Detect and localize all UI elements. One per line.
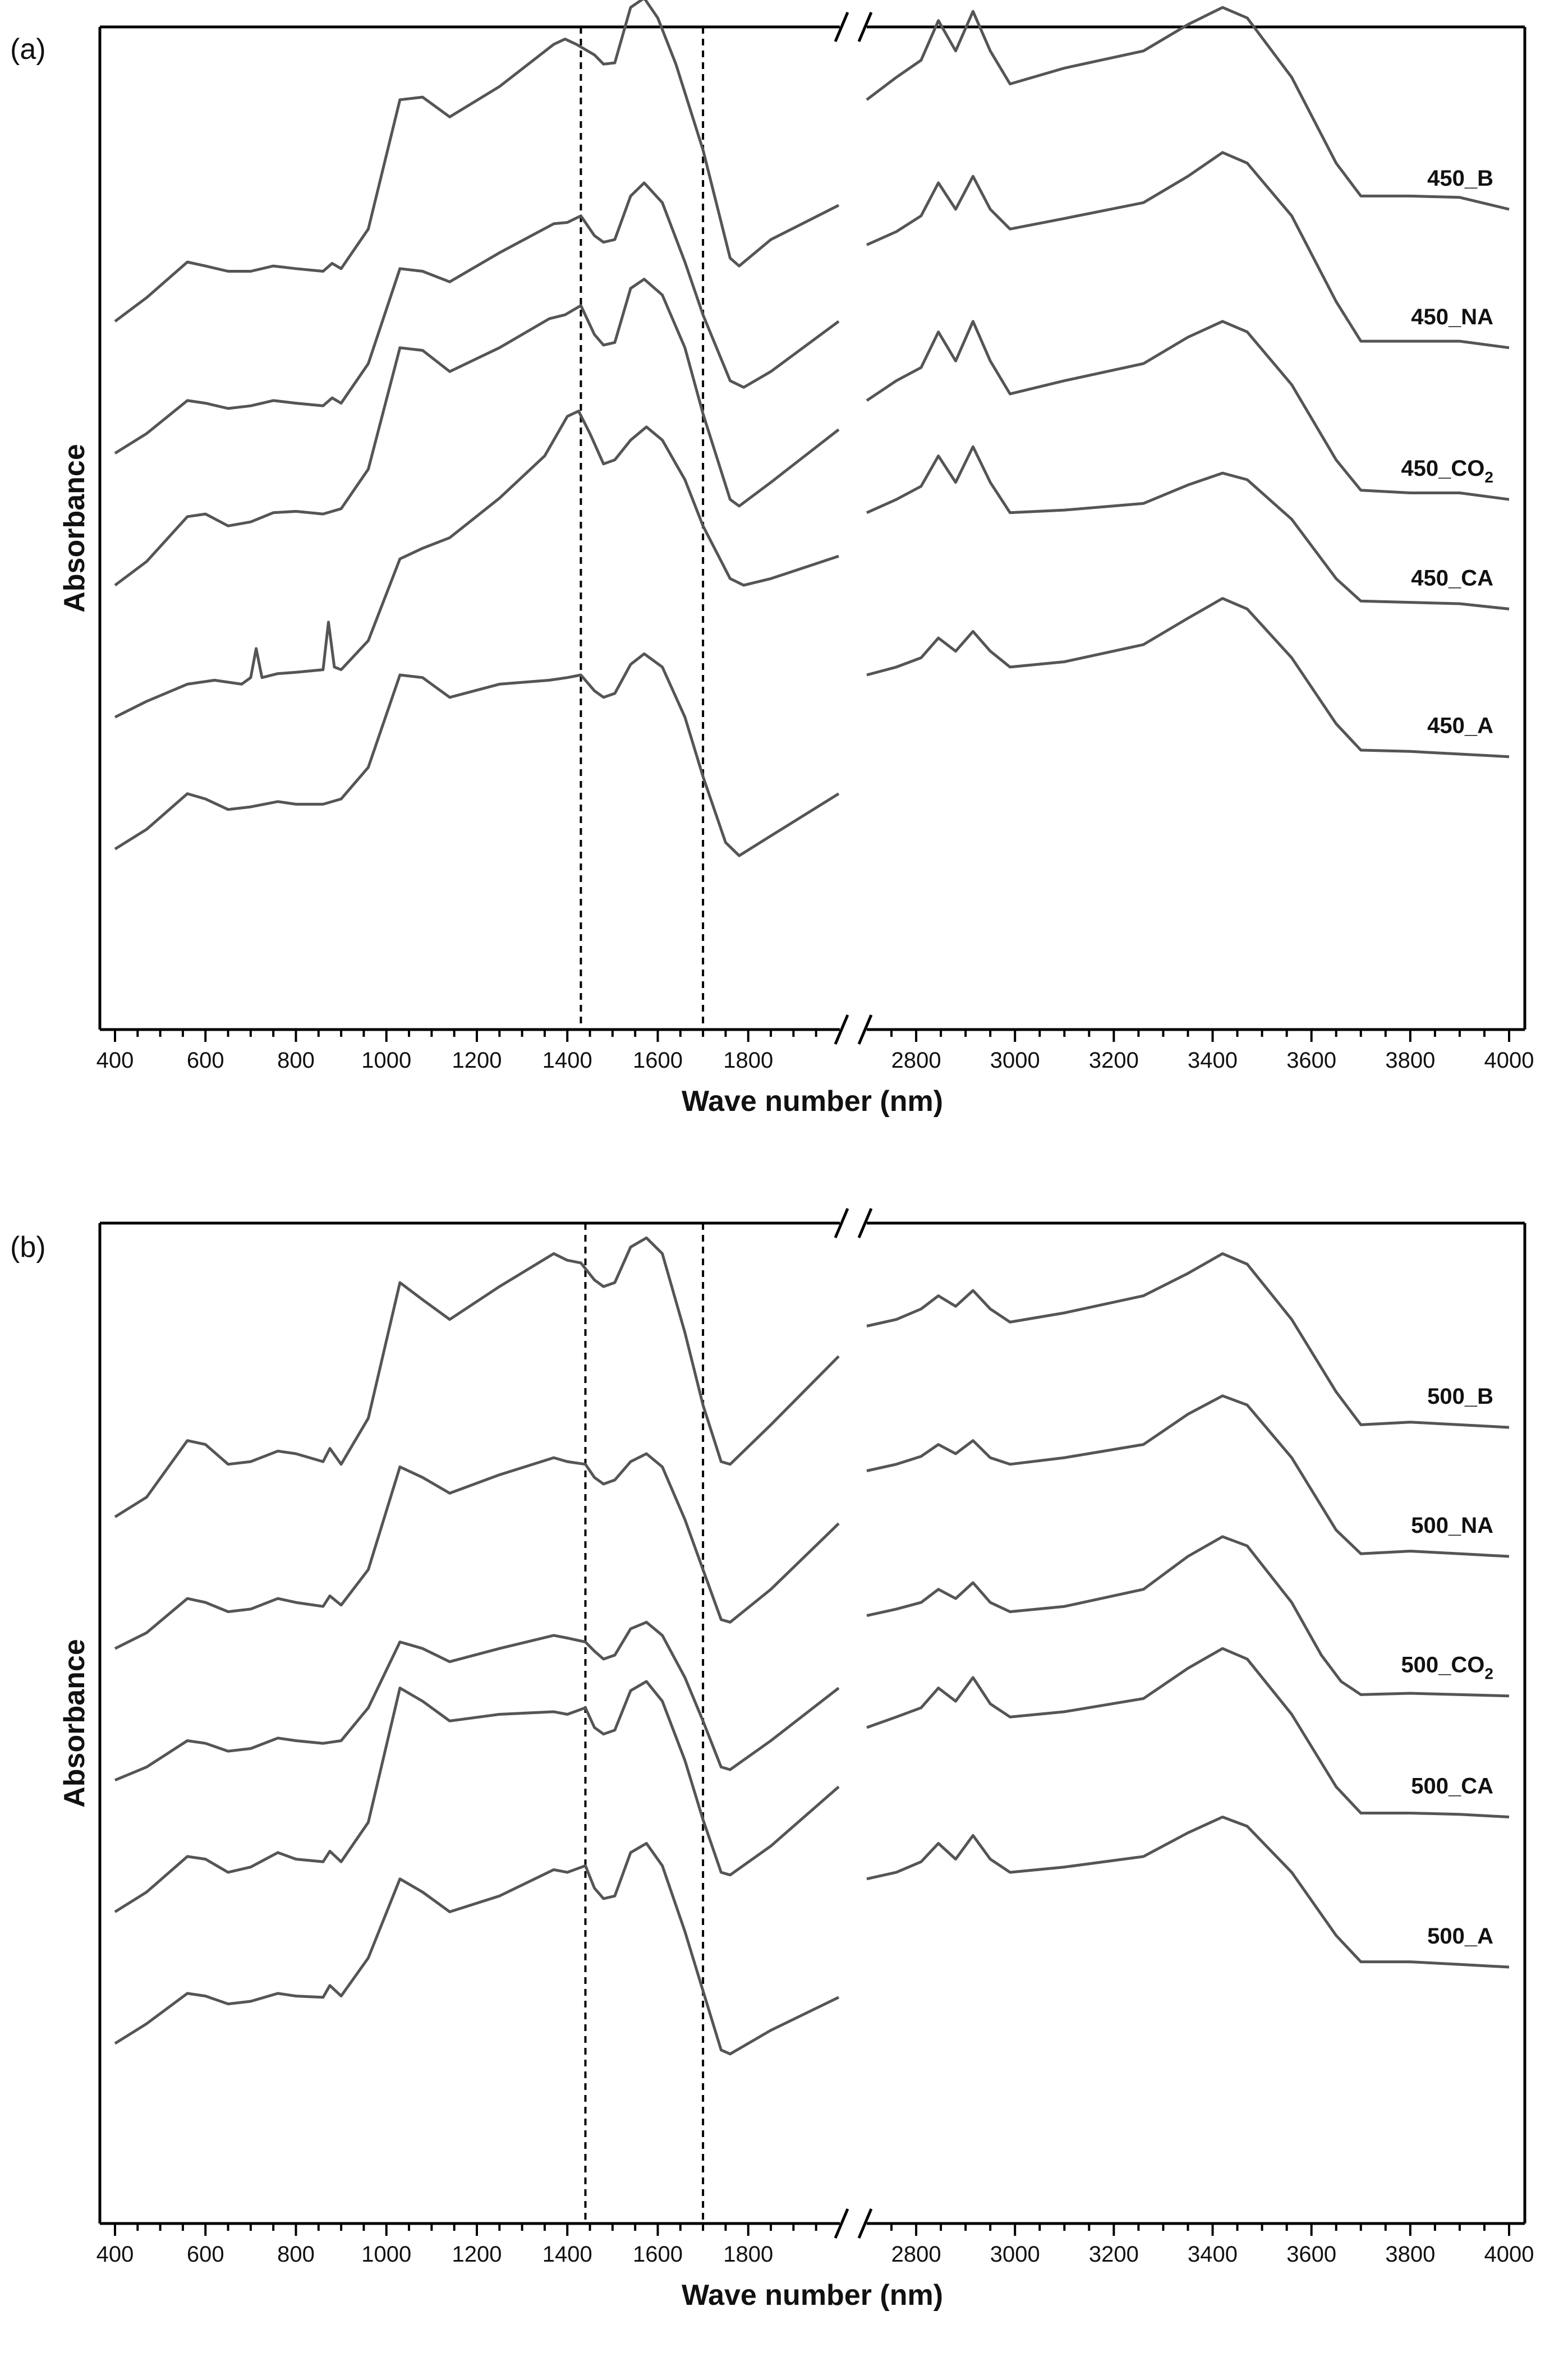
series-label-text: 500_NA bbox=[1411, 1513, 1493, 1538]
series-500_CA-left bbox=[114, 1680, 840, 1913]
x-axis-title: Wave number (nm) bbox=[682, 1085, 943, 1118]
x-tick-label: 3000 bbox=[990, 2242, 1040, 2267]
x-tick-label: 1000 bbox=[361, 1048, 411, 1073]
panel-b: (b) 400 600 800 1000 1200 1400 1600 1800 2800 3000… bbox=[10, 1208, 1534, 2312]
series-450_B-right bbox=[866, 6, 1510, 211]
panel-letter: (a) bbox=[10, 33, 46, 66]
x-tick-label: 3400 bbox=[1188, 2242, 1238, 2267]
series-label-subscript: 2 bbox=[1484, 1665, 1493, 1683]
x-tick-label: 3800 bbox=[1385, 2242, 1435, 2267]
x-tick-label: 4000 bbox=[1484, 1048, 1534, 1073]
x-tick-label: 3800 bbox=[1385, 1048, 1435, 1073]
axis-break-mark bbox=[834, 1014, 849, 1045]
series-label: 450_CA bbox=[1411, 566, 1493, 590]
axis-break-mark bbox=[834, 12, 849, 42]
series-label: 500_NA bbox=[1411, 1513, 1493, 1538]
series-label: 450_CO2 bbox=[1401, 456, 1493, 486]
series-label-text: 500_B bbox=[1427, 1384, 1493, 1409]
x-tick-label: 1600 bbox=[633, 2242, 683, 2267]
series-450_A-left bbox=[114, 652, 840, 857]
x-tick-label: 2800 bbox=[891, 2242, 941, 2267]
series-label: 450_NA bbox=[1411, 305, 1493, 329]
series-450_CA-left bbox=[114, 410, 839, 719]
series-label-text: 450_CO bbox=[1401, 456, 1484, 481]
axis-break-mark bbox=[857, 1208, 873, 1238]
series-label: 450_A bbox=[1427, 714, 1493, 738]
series-500_A-left bbox=[114, 1842, 840, 2056]
x-tick-label: 600 bbox=[187, 1048, 224, 1073]
series-label-text: 450_A bbox=[1427, 714, 1493, 738]
panel-a: (a) 400 600 800 1000 1200 1400 1600 1800 2800 3000… bbox=[10, 0, 1534, 1118]
series-label-text: 500_CO bbox=[1401, 1653, 1484, 1678]
x-tick-label: 800 bbox=[277, 1048, 315, 1073]
x-tick-label: 3200 bbox=[1089, 2242, 1139, 2267]
series-500_NA-left bbox=[114, 1452, 840, 1650]
x-tick-label: 3200 bbox=[1089, 1048, 1139, 1073]
series-label-text: 450_NA bbox=[1411, 305, 1493, 329]
series-450_CA-right bbox=[866, 445, 1510, 610]
series-450_B-left bbox=[114, 0, 840, 323]
axis-break-mark bbox=[834, 1208, 849, 1238]
series-label: 500_CA bbox=[1411, 1774, 1493, 1799]
x-tick-label: 1400 bbox=[542, 1048, 592, 1073]
axis-break-mark bbox=[857, 2208, 873, 2239]
x-tick-label: 1200 bbox=[452, 1048, 502, 1073]
series-label-text: 500_CA bbox=[1411, 1774, 1493, 1799]
x-tick-label: 1400 bbox=[542, 2242, 592, 2267]
x-axis-title: Wave number (nm) bbox=[682, 2279, 943, 2312]
series-500_NA-right bbox=[866, 1394, 1510, 1558]
axis-break-mark bbox=[857, 12, 873, 42]
series-500_A-right bbox=[866, 1816, 1510, 1969]
series-450_NA-left bbox=[114, 181, 840, 455]
series-label: 500_B bbox=[1427, 1384, 1493, 1409]
x-tick-label: 400 bbox=[96, 2242, 134, 2267]
series-label-text: 450_B bbox=[1427, 166, 1493, 191]
series-450_CO2-right bbox=[866, 320, 1510, 501]
x-tick-label: 600 bbox=[187, 2242, 224, 2267]
x-tick-label: 3400 bbox=[1188, 1048, 1238, 1073]
series-label-subscript: 2 bbox=[1484, 468, 1493, 486]
series-label-text: 500_A bbox=[1427, 1924, 1493, 1949]
x-tick-label: 4000 bbox=[1484, 2242, 1534, 2267]
series-450_CO2-left bbox=[114, 278, 840, 587]
panel-letter: (b) bbox=[10, 1231, 46, 1264]
series-label: 500_CO2 bbox=[1401, 1653, 1493, 1683]
x-tick-label: 3600 bbox=[1286, 1048, 1336, 1073]
x-tick-label: 1800 bbox=[723, 1048, 773, 1073]
series-500_CO2-right bbox=[866, 1535, 1510, 1698]
series-label: 450_B bbox=[1427, 166, 1493, 191]
x-tick-label: 800 bbox=[277, 2242, 315, 2267]
series-label-text: 450_CA bbox=[1411, 566, 1493, 590]
series-label: 500_A bbox=[1427, 1924, 1493, 1949]
x-tick-label: 1800 bbox=[723, 2242, 773, 2267]
y-axis-title: Absorbance bbox=[58, 1639, 91, 1808]
x-tick-label: 3600 bbox=[1286, 2242, 1336, 2267]
x-tick-label: 1200 bbox=[452, 2242, 502, 2267]
x-tick-label: 400 bbox=[96, 1048, 134, 1073]
series-450_NA-right bbox=[866, 151, 1510, 350]
x-tick-label: 3000 bbox=[990, 1048, 1040, 1073]
series-500_CA-right bbox=[866, 1647, 1510, 1818]
axis-break-mark bbox=[857, 1014, 873, 1045]
x-tick-label: 2800 bbox=[891, 1048, 941, 1073]
x-tick-label: 1600 bbox=[633, 1048, 683, 1073]
x-tick-label: 1000 bbox=[361, 2242, 411, 2267]
series-500_B-right bbox=[866, 1252, 1510, 1429]
series-450_A-right bbox=[866, 597, 1510, 759]
series-500_CO2-left bbox=[114, 1620, 840, 1782]
axis-break-mark bbox=[834, 2208, 849, 2239]
series-500_B-left bbox=[114, 1236, 840, 1518]
y-axis-title: Absorbance bbox=[58, 444, 91, 613]
